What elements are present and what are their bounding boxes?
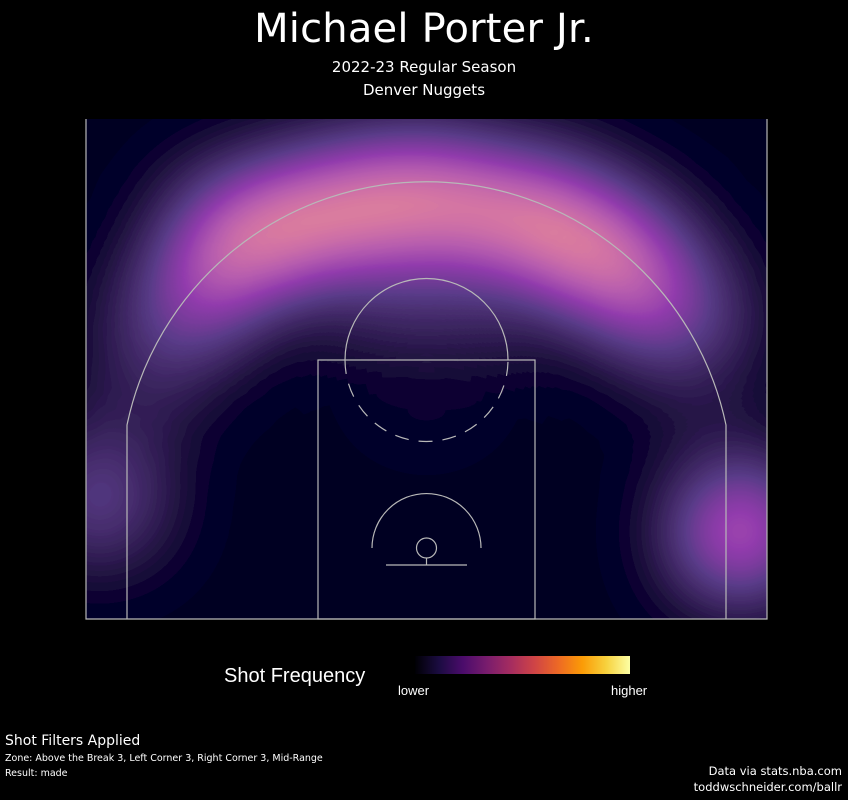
legend-low-label: lower bbox=[398, 683, 430, 698]
season-subtitle: 2022-23 Regular Season bbox=[331, 58, 517, 76]
heat-hotspot bbox=[677, 469, 767, 594]
free-throw-circle-top bbox=[344, 277, 509, 361]
heat-hotspot bbox=[105, 273, 230, 398]
filter-zone-line: Zone: Above the Break 3, Left Corner 3, … bbox=[5, 753, 323, 764]
heat-hotspot bbox=[269, 151, 394, 276]
legend-color-bar bbox=[415, 656, 630, 674]
heat-hotspot bbox=[86, 435, 162, 560]
three-point-line bbox=[126, 181, 727, 619]
heat-hotspot bbox=[364, 313, 489, 438]
legend-title: Shot Frequency bbox=[224, 665, 366, 687]
free-throw-circle-bottom bbox=[344, 359, 509, 443]
legend-high-label: higher bbox=[611, 683, 648, 698]
paint-lane bbox=[317, 359, 536, 620]
heat-hotspot bbox=[623, 259, 748, 384]
data-source-credit: Data via stats.nba.com bbox=[708, 764, 842, 778]
team-subtitle: Denver Nuggets bbox=[362, 81, 486, 99]
filters-heading: Shot Filters Applied bbox=[5, 733, 141, 749]
site-credit: toddwschneider.com/ballr bbox=[693, 780, 842, 794]
heat-density-layer bbox=[86, 138, 767, 594]
chart-title: Michael Porter Jr. bbox=[254, 6, 594, 52]
court-lines bbox=[85, 119, 768, 620]
filter-result-line: Result: made bbox=[5, 768, 68, 779]
restricted-area bbox=[371, 492, 482, 549]
heat-hotspot bbox=[364, 138, 489, 263]
heat-hotspot bbox=[173, 178, 298, 303]
